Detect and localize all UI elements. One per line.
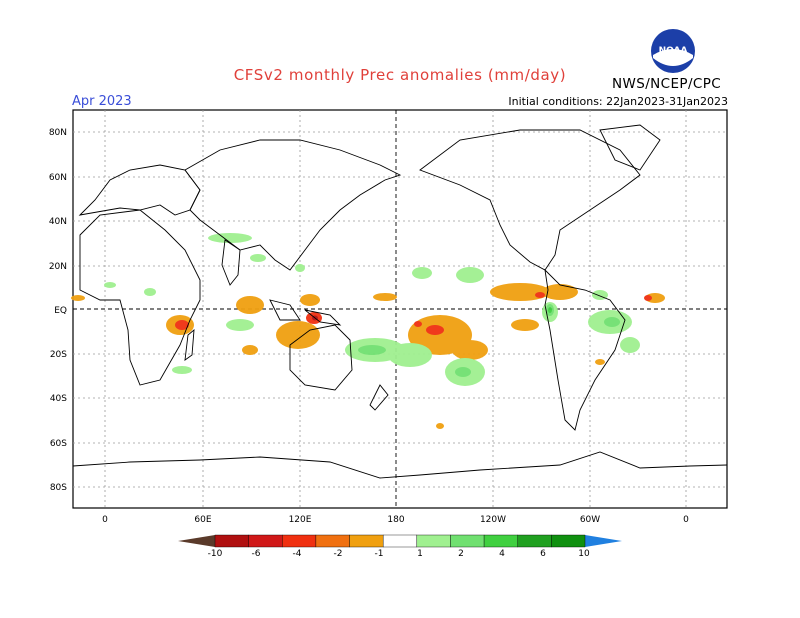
lat-label: 20N <box>49 262 67 272</box>
noaa-logo-icon: NOAA <box>651 29 695 73</box>
colorbar-box <box>551 534 586 548</box>
colorbar-label: 4 <box>499 549 505 559</box>
lat-label: EQ <box>54 306 67 316</box>
colorbar-box <box>517 534 552 548</box>
colorbar <box>178 534 622 548</box>
lon-label: 0 <box>102 515 108 525</box>
colorbar-box <box>450 534 485 548</box>
colorbar-box <box>315 534 350 548</box>
lat-label: 60S <box>50 439 67 449</box>
lon-labels: 0 60E 120E 180 120W 60W 0 <box>102 515 689 525</box>
colorbar-box <box>248 534 283 548</box>
colorbar-label: -1 <box>375 549 384 559</box>
colorbar-label: 10 <box>578 549 590 559</box>
initial-conditions: Initial conditions: 22Jan2023-31Jan2023 <box>508 95 728 108</box>
lat-label: 80N <box>49 128 67 138</box>
lon-label: 60W <box>580 515 600 525</box>
colorbar-max-arrow <box>585 535 622 547</box>
colorbar-label: -4 <box>293 549 302 559</box>
colorbar-label: 1 <box>417 549 423 559</box>
colorbar-label: 6 <box>540 549 546 559</box>
colorbar-label: -10 <box>208 549 223 559</box>
colorbar-box <box>416 534 451 548</box>
lon-label: 180 <box>387 515 404 525</box>
lon-label: 60E <box>194 515 211 525</box>
lon-label: 0 <box>683 515 689 525</box>
agency-label: NWS/NCEP/CPC <box>612 76 722 92</box>
colorbar-box <box>382 534 418 548</box>
lat-label: 40N <box>49 217 67 227</box>
lat-label: 80S <box>50 483 67 493</box>
colorbar-box <box>349 534 384 548</box>
colorbar-box <box>282 534 317 548</box>
lat-label: 40S <box>50 394 67 404</box>
lat-label: 60N <box>49 173 67 183</box>
coastlines <box>72 124 728 479</box>
colorbar-min-arrow <box>178 535 215 547</box>
map-title: CFSv2 monthly Prec anomalies (mm/day) <box>233 66 567 84</box>
colorbar-label: -6 <box>252 549 261 559</box>
colorbar-label: 2 <box>458 549 464 559</box>
colorbar-label: -2 <box>334 549 343 559</box>
colorbar-labels: -10 -6 -4 -2 -1 1 2 4 6 10 <box>208 549 590 559</box>
lon-label: 120W <box>480 515 506 525</box>
logo-text: NOAA <box>659 46 688 56</box>
lat-labels: 80N 60N 40N 20N EQ 20S 40S 60S 80S <box>49 128 67 493</box>
colorbar-box <box>214 534 249 548</box>
colorbar-box <box>483 534 518 548</box>
lon-label: 120E <box>289 515 312 525</box>
lat-label: 20S <box>50 350 67 360</box>
forecast-month: Apr 2023 <box>72 94 132 109</box>
